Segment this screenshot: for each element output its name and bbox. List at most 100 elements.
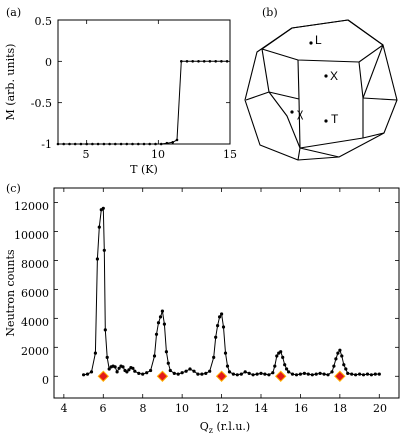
panel-c-point [137,371,141,375]
panel-c-ytick-label: 2000 [21,345,49,358]
panel-c-point [285,367,289,371]
panel-c-point [259,371,263,375]
panel-c-point [369,373,373,377]
panel-c-point [82,373,86,377]
panel-c-point [354,373,358,377]
panel-c-point [377,372,381,376]
panel-c-point [310,373,314,377]
panel-c-point [204,371,208,375]
panel-a-point [197,60,200,63]
panel-c-xlabel-subscript: z [209,426,213,435]
panel-c-xtick-label: 8 [140,402,147,415]
panel-c-point [101,206,105,210]
panel-a-point [175,138,179,142]
panel-c-point [332,364,336,368]
panel-c-point [279,350,283,354]
panel-c-point [302,371,306,375]
panel-c-point [218,315,222,319]
panel-c-point [154,332,159,336]
panel-c-point [152,354,157,358]
panel-c-ytick-label: 10000 [14,229,49,242]
panel-c-point [85,372,90,376]
bz-middle-bottom [298,98,364,149]
panel-a-point [142,142,146,146]
bz-inner-left [268,59,300,100]
panel-c-point [239,372,243,376]
panel-a-point [56,142,60,146]
panel-c-point [358,372,362,376]
bz-lower-left [268,91,301,161]
panel-a-point [148,142,151,146]
panel-a-series [56,60,229,146]
panel-a-point [119,142,123,146]
panel-c-point [221,325,226,329]
panel-a-point [154,142,157,146]
panel-c-point [103,328,107,332]
panel-c-xlabel-unit: (r.l.u.) [213,420,250,433]
bz-left-edge [245,48,270,101]
panel-c-series [82,206,381,377]
panel-b: (b) L X T χ [244,6,398,161]
bz-label-x: X [330,69,338,83]
panel-c-point [95,257,99,261]
panel-a-point [108,142,111,146]
panel-label-a: (a) [6,6,21,19]
bz-label-chi: χ [297,106,304,120]
panel-c-point [220,312,224,316]
panel-c-point [340,354,344,358]
panel-a-point [102,142,106,146]
panel-c-point [281,355,285,359]
panel-c-point [267,373,271,377]
panel-c-point [93,351,97,355]
panel-c-point [225,364,230,368]
panel-a-ytick-label: 0 [45,56,52,69]
panel-a-ylabel: M (arb. units) [4,44,17,121]
panel-c-ytick-label: 4000 [21,316,49,329]
panel-c-xtick-label: 18 [333,402,347,415]
panel-c-point [361,373,366,377]
panel-c-point [350,372,354,376]
panel-c-point [247,371,251,375]
bz-lower-right [362,132,385,139]
panel-c-point [131,366,135,370]
panel-c-diamond-marker [156,370,169,382]
panel-c-point [255,372,259,376]
panel-c-point [227,370,232,374]
panel-c-point [235,373,239,377]
panel-c-frame [53,187,400,399]
panel-c-xtick-label: 12 [215,402,229,415]
panel-c-point [208,369,212,373]
panel-c-ytick-label: 6000 [21,287,49,300]
panel-c: (c) 0 2000 4000 6000 8000 10000 12000 4 … [4,182,400,435]
panel-a-ytick-label: -0.5 [31,97,52,110]
panel-c-point [216,324,220,328]
panel-c-point [336,351,340,355]
panel-a-frame [57,19,231,145]
panel-a-point [137,142,140,146]
panel-c-xtick-label: 10 [175,402,189,415]
panel-a-point [225,60,229,63]
bz-bottom [299,147,340,158]
bz-point-l [309,41,313,45]
panel-c-ytick-label: 12000 [14,200,49,213]
panel-a-point [159,142,163,146]
panel-c-point [290,372,295,376]
panel-a-point [171,141,174,144]
panel-c-diamond-marker [97,370,109,382]
panel-c-point [275,354,279,358]
panel-c-point [271,371,275,375]
panel-c-point [117,366,121,370]
panel-c-xlabel: Qz (r.l.u.) [200,420,250,435]
panel-a-xtick-label: 5 [83,148,90,161]
panel-c-point [251,373,255,377]
panel-c-point [184,369,188,373]
panel-c-diamond-marker [334,370,346,382]
panel-c-ytick-label: 0 [42,374,49,387]
bz-point-x [324,74,328,78]
panel-a-point [214,60,217,63]
panel-a-point [191,60,194,63]
panel-a-point [85,142,88,146]
panel-c-point [330,370,334,374]
panel-a-line [58,60,228,145]
panel-c-point [342,363,346,367]
